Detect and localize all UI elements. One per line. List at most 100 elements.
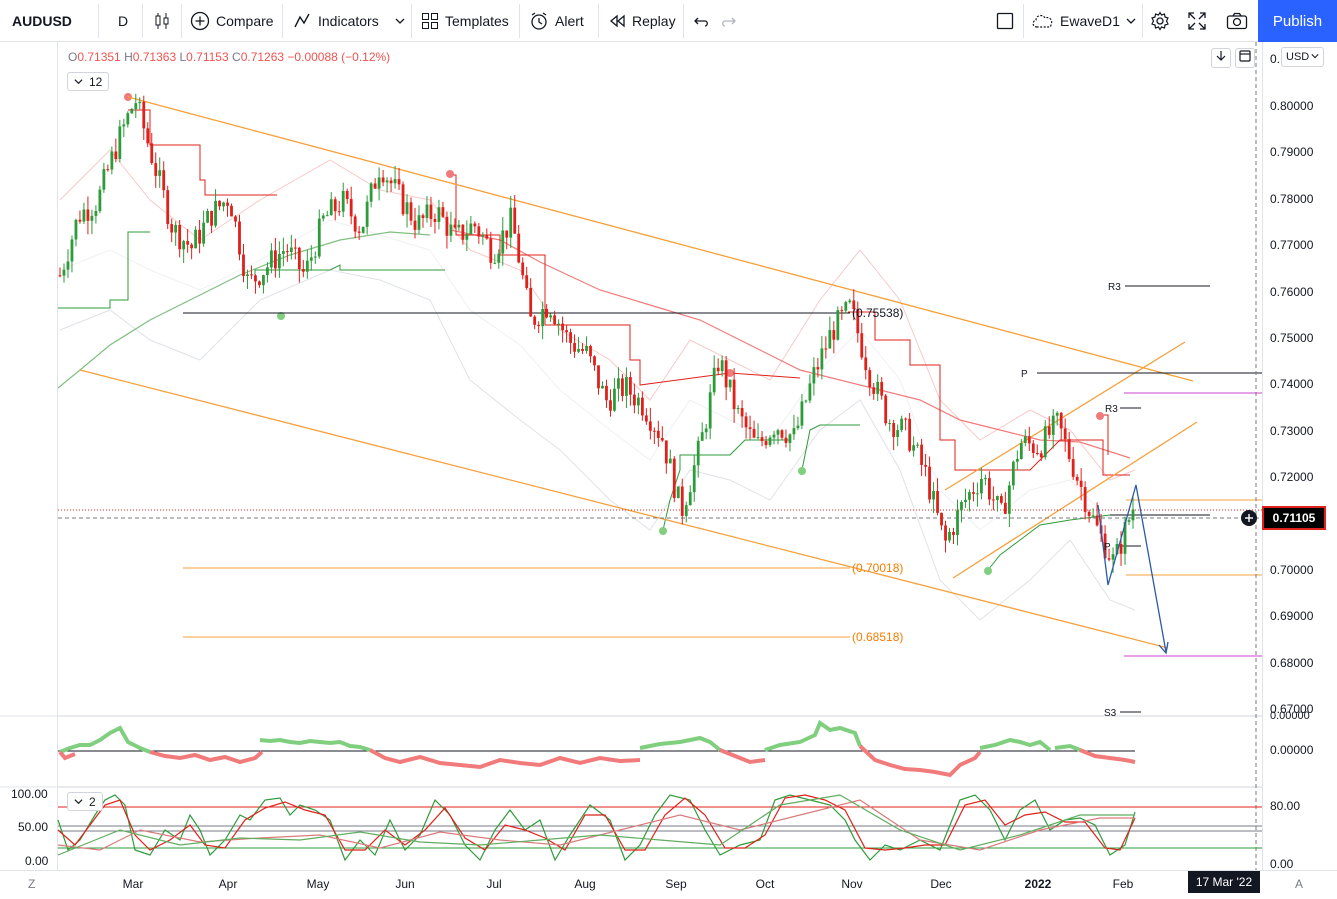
candle-body <box>66 261 70 270</box>
pane-indicators-toggle[interactable]: 2 <box>67 792 103 811</box>
candle-body <box>796 425 800 429</box>
candle-body <box>812 367 816 384</box>
candle-body <box>844 302 848 311</box>
candle-body <box>262 275 265 286</box>
replay-button[interactable]: Replay <box>608 0 676 42</box>
alert-button[interactable]: Alert <box>529 0 584 42</box>
candle-body <box>190 244 194 249</box>
candle-body <box>660 437 664 441</box>
fullscreen-button[interactable] <box>1188 0 1206 42</box>
indicators-icon <box>292 11 312 31</box>
templates-label: Templates <box>445 13 509 29</box>
candle-body <box>1095 515 1099 526</box>
undo-button[interactable] <box>693 0 711 42</box>
candle-body <box>405 202 409 215</box>
candle-body <box>445 216 449 236</box>
candle-body <box>768 437 772 446</box>
price-tick-partial: 0. <box>1270 52 1281 66</box>
candle-body <box>720 360 724 372</box>
moving-average-green <box>57 231 431 389</box>
pane2-tick: 0.00000 <box>1270 710 1310 722</box>
symbol-search-button[interactable]: AUDUSD <box>12 0 72 42</box>
candle-body <box>98 189 102 212</box>
auto-scale-button[interactable]: A <box>1295 877 1304 891</box>
candle-body <box>756 437 760 439</box>
swing-low-marker <box>277 312 285 320</box>
currency-selector[interactable]: USD <box>1281 47 1325 67</box>
indicators-button[interactable]: Indicators <box>292 0 379 42</box>
candle-body <box>58 275 62 277</box>
candle-body <box>317 218 321 257</box>
plus-circle-icon <box>190 11 210 31</box>
candle-body <box>297 247 301 270</box>
settings-button[interactable] <box>1150 0 1170 42</box>
candle-body <box>565 330 568 333</box>
price-scale[interactable] <box>1262 42 1337 870</box>
gear-icon <box>1150 11 1170 31</box>
candle-body <box>836 310 840 340</box>
time-tick: Dec <box>930 877 952 891</box>
candle-body <box>313 256 317 258</box>
candle-body <box>1003 502 1007 514</box>
candle-body <box>285 251 289 253</box>
stoch-slow-red <box>57 794 1136 851</box>
candle-body <box>968 492 971 500</box>
change-value: −0.00088 (−0.12%) <box>287 50 391 64</box>
pivot-label: S3 <box>1104 708 1117 719</box>
price-tick: 0.72000 <box>1270 470 1314 485</box>
candle-body <box>78 219 82 222</box>
candle-body <box>146 128 150 144</box>
candle-body <box>1039 453 1043 458</box>
pane-move-down-button[interactable] <box>1211 48 1231 68</box>
candle-body <box>138 101 142 104</box>
indicators-dropdown[interactable] <box>395 0 405 42</box>
candle-body <box>920 444 923 465</box>
candle-body <box>469 223 473 234</box>
chevron-down-icon <box>1126 16 1136 26</box>
candle-body <box>102 169 106 190</box>
candle-body <box>664 440 668 464</box>
maximize-icon <box>1239 49 1251 67</box>
publish-button[interactable]: Publish <box>1258 0 1337 42</box>
chart-type-button[interactable] <box>153 0 171 42</box>
layout-dropdown[interactable] <box>1126 0 1136 42</box>
candle-body <box>972 492 975 494</box>
candle-body <box>880 381 884 396</box>
candle-body <box>397 179 401 185</box>
candle-body <box>1119 543 1123 554</box>
candle-body <box>852 300 856 310</box>
indicator-count: 12 <box>89 74 103 89</box>
candle-body <box>341 190 345 212</box>
pane-maximize-button[interactable] <box>1235 48 1255 68</box>
toolbar-divider <box>1023 4 1024 38</box>
toolbar-divider <box>142 4 143 38</box>
redo-button[interactable] <box>719 0 737 42</box>
snapshot-button[interactable] <box>1226 0 1248 42</box>
candle-body <box>1115 543 1119 555</box>
compare-button[interactable]: Compare <box>190 0 274 42</box>
candle-body <box>549 315 553 318</box>
open-value: 0.71351 <box>77 50 121 64</box>
candle-body <box>166 190 170 225</box>
candle-body <box>740 407 744 417</box>
interval-button[interactable]: D <box>118 0 128 42</box>
candle-body <box>964 499 967 503</box>
templates-button[interactable]: Templates <box>421 0 509 42</box>
camera-icon <box>1226 12 1248 30</box>
undo-icon <box>693 12 711 30</box>
candle-body <box>545 308 549 318</box>
indicators-toggle[interactable]: 12 <box>67 72 110 91</box>
timezone-button[interactable]: Z <box>28 877 36 891</box>
candle-body <box>976 493 979 495</box>
candle-body <box>186 241 190 245</box>
candle-body <box>485 235 489 239</box>
fullscreen-layout-button[interactable] <box>996 0 1014 42</box>
candle-body <box>668 458 672 464</box>
candle-body <box>521 262 525 276</box>
layout-button[interactable]: EwaveD1 <box>1031 0 1120 42</box>
candle-body <box>676 486 680 499</box>
candle-body <box>537 324 541 327</box>
toolbar-divider <box>519 4 520 38</box>
time-scale[interactable] <box>0 870 1337 899</box>
